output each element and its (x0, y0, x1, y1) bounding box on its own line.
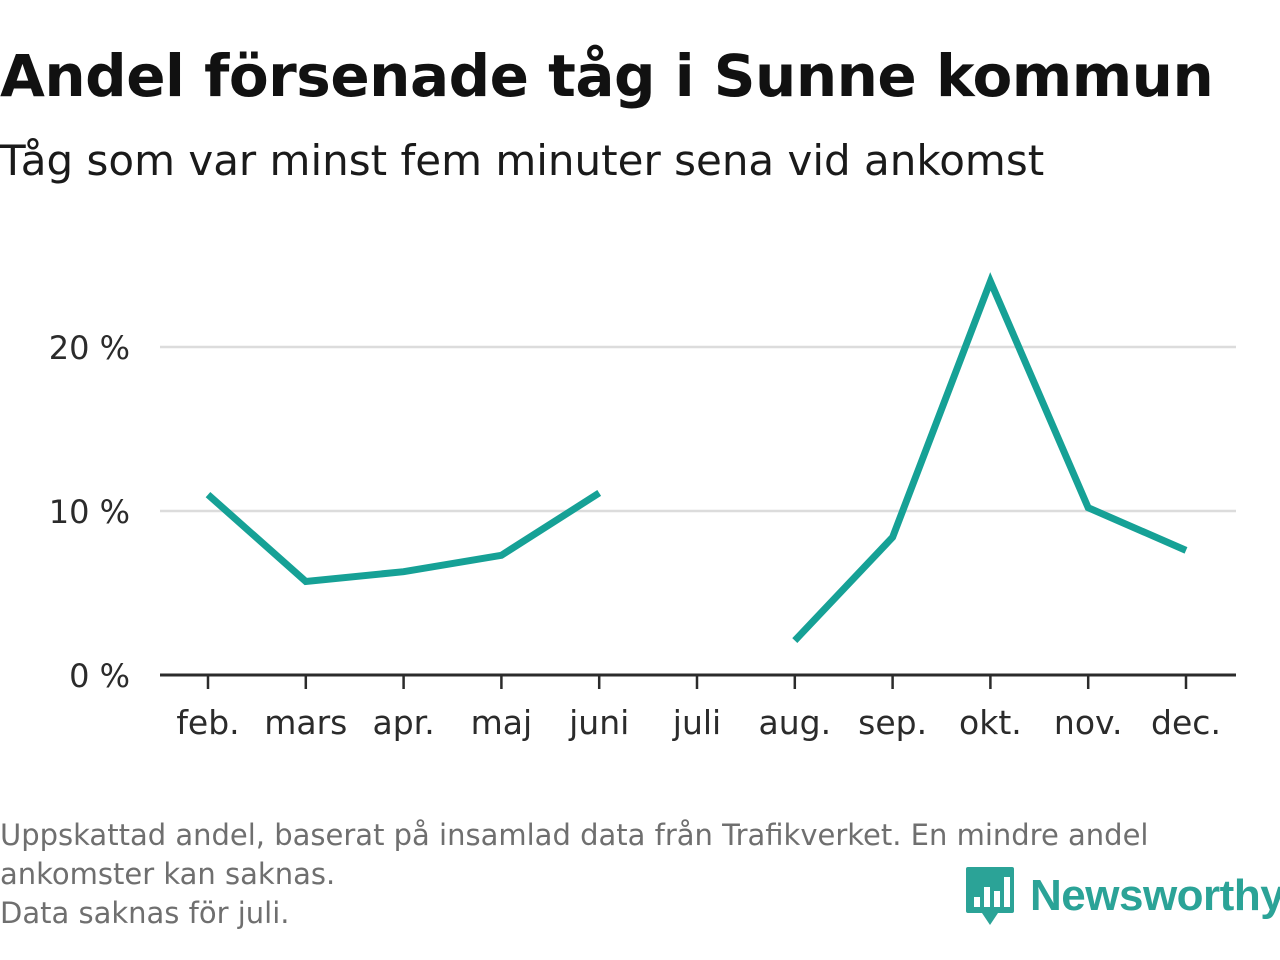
line-chart: 0 % 10 % 20 % feb. mars apr. maj juni juli aug. se… (49, 272, 1236, 742)
newsworthy-logo: Newsworthy (964, 864, 1280, 928)
y-tick-label: 10 % (49, 493, 130, 531)
x-tick-label: mars (264, 703, 347, 742)
x-tick-label: feb. (176, 703, 239, 742)
x-tick-label: nov. (1054, 703, 1123, 742)
label-layer: 0 % 10 % 20 % feb. mars apr. maj juni juli aug. se… (49, 329, 1221, 742)
x-tick-label: aug. (759, 703, 832, 742)
x-tick-label: okt. (959, 703, 1022, 742)
footnote: Uppskattad andel, baserat på insamlad da… (0, 816, 1270, 933)
brand-name: Newsworthy (1030, 871, 1280, 920)
footnote-line-2: ankomster kan saknas. (0, 857, 336, 891)
chart-title: Andel försenade tåg i Sunne kommun (0, 42, 1214, 110)
axis-layer (160, 673, 1236, 689)
grid-layer (160, 345, 1236, 513)
y-tick-label: 20 % (49, 329, 130, 367)
x-tick-label: sep. (858, 703, 927, 742)
x-tick-label: apr. (372, 703, 434, 742)
series-layer (205, 272, 1188, 643)
x-tick-label: maj (471, 703, 533, 742)
series-line (792, 272, 1188, 643)
footnote-line-3: Data saknas för juli. (0, 896, 290, 930)
newsworthy-chart-icon (966, 867, 1014, 925)
x-tick-label: juli (672, 703, 721, 742)
series-line (205, 490, 602, 586)
y-tick-label: 0 % (69, 657, 130, 695)
footnote-line-1: Uppskattad andel, baserat på insamlad da… (0, 818, 1149, 852)
x-tick-label: juni (568, 703, 629, 742)
x-tick-label: dec. (1151, 703, 1221, 742)
chart-subtitle: Tåg som var minst fem minuter sena vid a… (0, 136, 1045, 185)
